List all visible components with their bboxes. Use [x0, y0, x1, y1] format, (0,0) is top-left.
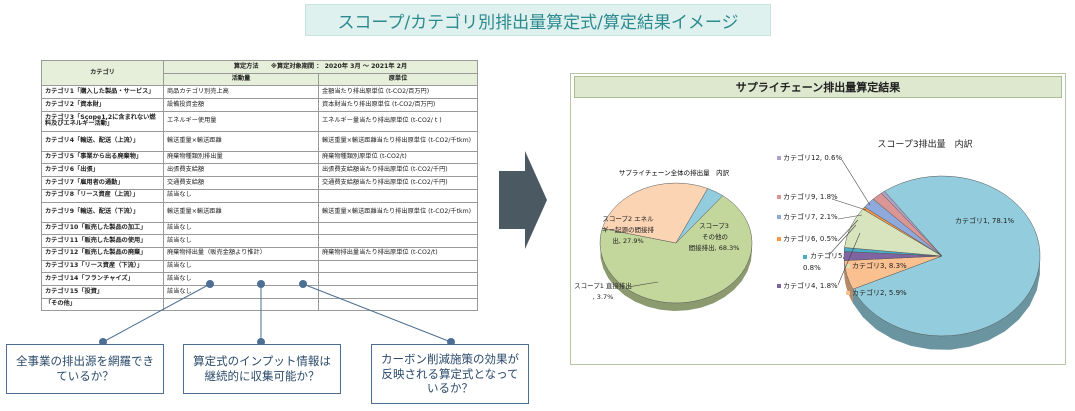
table-row: カテゴリ5「事業から出る廃棄物」 廃棄物種類別排出量 廃棄物種類別原単位 (t-CO…	[41, 150, 478, 165]
pie2-title: スコープ3排出量 内訳	[877, 138, 972, 150]
header-category: カテゴリ	[41, 59, 164, 87]
table-row: カテゴリ9「輸送、配送（下流）」 輸送重量×輸送距離 輸送重量×輸送距離当たり排出原…	[41, 201, 478, 223]
pie2-label-0: カテゴリ1, 78.1%	[955, 216, 1014, 225]
page-title: スコープ/カテゴリ別排出量算定式/算定結果イメージ	[305, 4, 771, 36]
pie2-slice-side-1	[844, 260, 853, 304]
calculation-table: カテゴリ 算定方法 ※算定対象期間 ： 2020年 3月 ～ 2021年 2月 …	[41, 59, 478, 312]
pie2-leader-0	[841, 159, 871, 206]
pie2-label-7: カテゴリ9, 1.8%	[783, 192, 838, 201]
row-activity: 輸送重量×輸送距離	[163, 130, 319, 152]
pie2-slice-0	[852, 175, 1041, 337]
pie1-slice-0	[599, 195, 753, 304]
pie1-slice-2	[675, 188, 724, 244]
table-row: カテゴリ13「リース資産（下流）」 該当なし	[41, 259, 478, 274]
table-row: カテゴリ4「輸送、配送（上流）」 輸送重量×輸送距離 輸送重量×輸送距離当たり排出原…	[41, 130, 478, 152]
table-row: カテゴリ6「出張」 出張費支給額 出張費支給額当たり排出原単位 (t-CO2/千円)	[41, 163, 478, 178]
pie1-label-scope2: スコープ2 エネルギー起源の間接排出, 27.9%	[602, 215, 655, 245]
pie1-title: サプライチェーン全体の排出量 内訳	[619, 168, 730, 177]
pie2-leader-2	[837, 214, 863, 220]
result-panel-title: サプライチェーン排出量算定結果	[574, 76, 1062, 98]
pie2-leader-3	[837, 219, 859, 242]
pie1-slice-1	[601, 182, 709, 244]
pie2-slice-side-0	[852, 260, 1040, 350]
pie2-leader-4	[828, 224, 857, 256]
row-unit: 輸送重量×輸送距離当たり排出原単位 (t-CO2/千tkm)	[318, 130, 478, 152]
right-arrow-icon	[499, 151, 547, 249]
row-category: カテゴリ4「輸送、配送（上流）」	[41, 130, 164, 152]
table-row: カテゴリ2「資本財」 設備投資金額 資本財当たり排出原単位 (t-CO2/百万円)	[41, 98, 478, 112]
pie2-label-5: カテゴリ6, 0.5%	[783, 234, 838, 243]
pie1-label-scope3: スコープ3 その他の間接排出, 68.3%	[689, 222, 740, 252]
table-row: カテゴリ1「購入した製品・サービス」 商品カテゴリ別売上高 金額当たり排出原単位 (…	[41, 85, 478, 100]
pie2-label-2: カテゴリ4, 1.8%	[783, 281, 838, 290]
callout-input-data: 算定式のインプット情報は継続的に収集可能か？	[183, 344, 341, 394]
pie2-leader-5	[837, 232, 861, 286]
pie2-leader-1	[831, 198, 867, 211]
pie2-slice-8	[881, 190, 943, 257]
table-row: カテゴリ7「雇用者の通勤」 交通費支給額 交通費支給額当たり排出原単位 (t-CO2…	[41, 176, 478, 190]
table-row: カテゴリ3「Scope1,2に含まれない燃料及びエネルギー活動」 エネルギー使用量…	[41, 110, 478, 132]
callout-coverage: 全事業の排出源を網羅できているか？	[6, 344, 164, 394]
pie2-label-8: カテゴリ12, 0.6%	[783, 153, 842, 162]
pie2-label-4: カテゴリ3, 8.3%	[852, 261, 907, 270]
pie1-label-scope1: スコープ1 直接排出, 3.7%	[574, 281, 632, 301]
callout-reduction-effect: カーボン削減施策の効果が反映される算定式となっているか？	[371, 344, 529, 404]
pie2-label-1: カテゴリ2, 5.9%	[852, 288, 907, 297]
pie2-label-3: カテゴリ5,	[810, 251, 845, 260]
row-unit: 輸送重量×輸送距離当たり排出原単位 (t-CO2/千tkm)	[318, 201, 478, 223]
pie2-label-6: カテゴリ7, 2.1%	[783, 212, 838, 221]
pie2-label-3-value: 0.8%	[803, 264, 821, 272]
